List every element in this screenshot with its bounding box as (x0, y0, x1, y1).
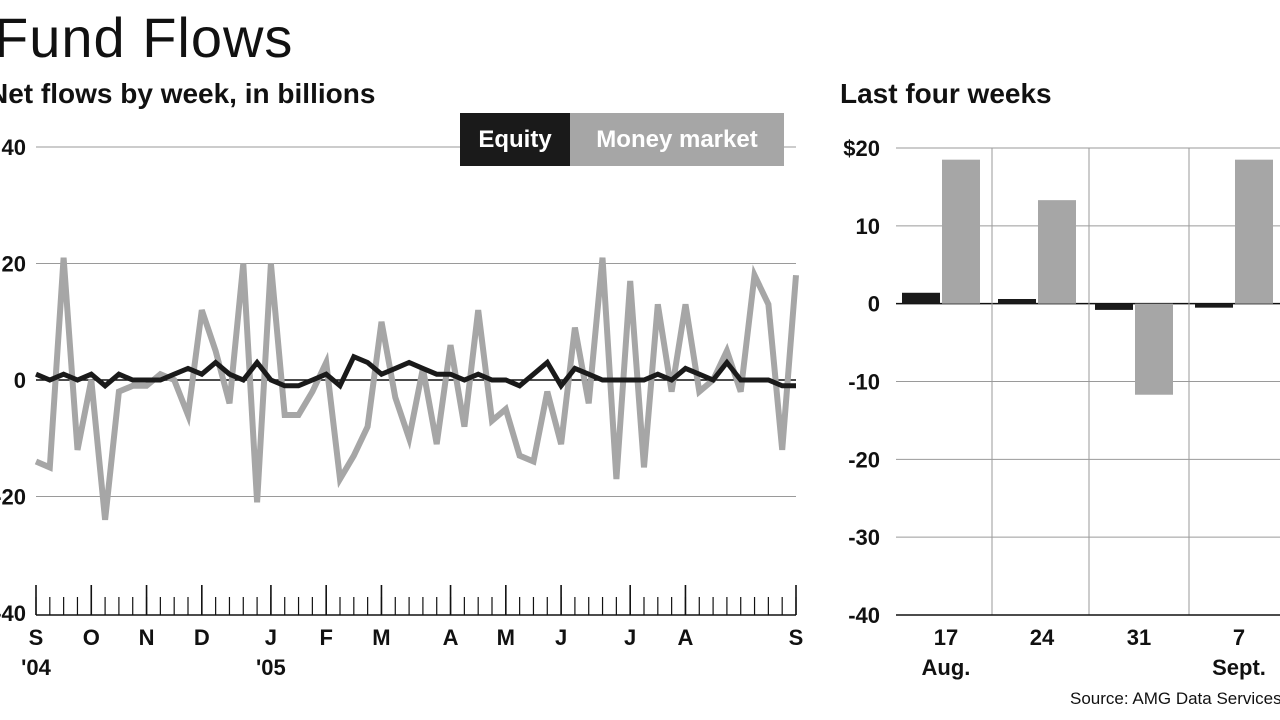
left-x-month-label: J (624, 625, 636, 650)
bar-money-market (1038, 200, 1076, 304)
bar-equity (1195, 303, 1233, 308)
bar-money-market (1235, 159, 1273, 304)
right-x-category-label: 17 (934, 625, 958, 650)
left-x-axis: S O N D J F M A M J J A S '04 '05 (21, 585, 803, 680)
left-x-month-label: A (443, 625, 459, 650)
left-x-month-label: S (789, 625, 804, 650)
left-y-tick-label: -40 (0, 601, 26, 626)
right-y-tick-label: -10 (848, 370, 880, 395)
left-chart-subtitle: Net flows by week, in billions (0, 78, 376, 109)
right-y-tick-label: 10 (856, 214, 880, 239)
right-gridlines (896, 147, 1280, 616)
left-y-tick-labels: -40 -20 0 20 40 (0, 135, 26, 626)
legend-money-market: Money market (570, 113, 784, 166)
right-x-category-label: 24 (1030, 625, 1055, 650)
left-x-year-label: '05 (256, 655, 286, 680)
left-y-tick-label: 0 (14, 368, 26, 393)
chart-title: Fund Flows (0, 6, 294, 69)
left-x-month-label: N (139, 625, 155, 650)
bar-equity (998, 298, 1036, 304)
bar-money-market (1135, 303, 1173, 395)
source-note: Source: AMG Data Services (1070, 689, 1280, 708)
series-line-equity (35, 353, 796, 391)
left-x-month-label: D (194, 625, 210, 650)
right-x-labels: 17 Aug. 24 31 7 Sept. (922, 625, 1266, 680)
right-x-category-label: 7 (1233, 625, 1245, 650)
right-y-tick-label: -40 (848, 603, 880, 628)
right-x-month-label: Aug. (922, 655, 971, 680)
bar-equity (1095, 303, 1133, 310)
left-x-month-label: M (372, 625, 390, 650)
left-y-tick-label: -20 (0, 485, 26, 510)
right-y-tick-label: $20 (843, 136, 880, 161)
left-x-month-label: M (497, 625, 515, 650)
left-x-month-label: A (678, 625, 694, 650)
bar-equity (902, 292, 940, 304)
right-x-month-label: Sept. (1212, 655, 1266, 680)
right-y-tick-label: -30 (848, 525, 880, 550)
left-x-year-label: '04 (21, 655, 51, 680)
right-chart-subtitle: Last four weeks (840, 78, 1052, 109)
right-x-category-label: 31 (1127, 625, 1151, 650)
left-y-tick-label: 40 (2, 135, 26, 160)
right-y-tick-labels: -40 -30 -20 -10 0 10 $20 (843, 136, 880, 628)
right-y-tick-label: -20 (848, 447, 880, 472)
left-series-lines (34, 257, 799, 521)
legend-equity: Equity (460, 113, 570, 166)
left-x-month-label: S (29, 625, 44, 650)
left-x-month-label: J (555, 625, 567, 650)
left-x-month-label: F (319, 625, 332, 650)
bar-money-market (942, 159, 980, 304)
right-y-tick-label: 0 (868, 292, 880, 317)
left-x-month-label: O (83, 625, 100, 650)
series-line-money-market (34, 257, 799, 521)
left-y-tick-label: 20 (2, 252, 26, 277)
left-x-month-label: J (265, 625, 277, 650)
right-bars (902, 159, 1273, 395)
